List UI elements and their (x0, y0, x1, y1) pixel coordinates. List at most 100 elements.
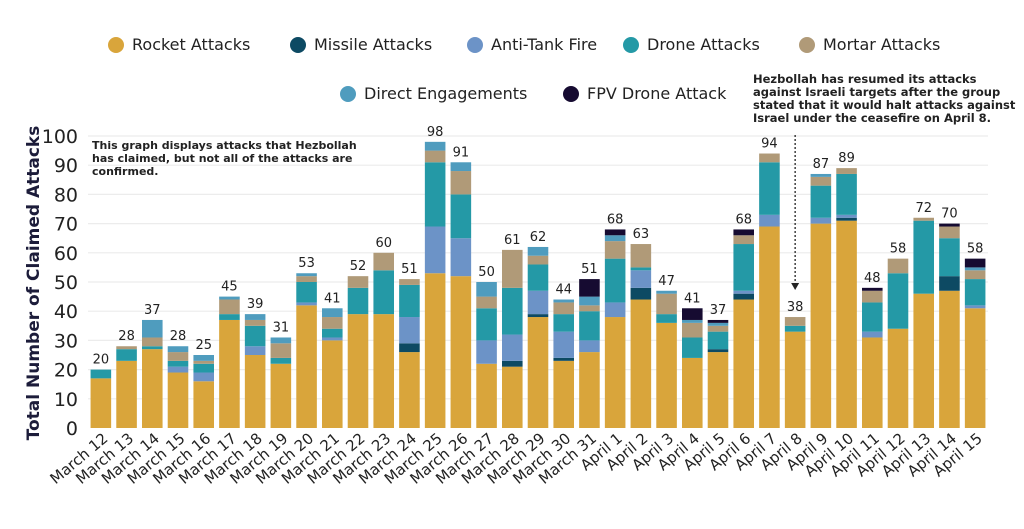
bar-segment-anti-tank-fire (862, 331, 883, 338)
total-label: 60 (375, 236, 392, 251)
bar-segment-anti-tank-fire (553, 331, 574, 358)
bar-stack (270, 337, 292, 428)
legend-fpv-drone-attack: FPV Drone Attack (563, 84, 726, 103)
bar-segment-mortar-attacks (527, 255, 549, 265)
bar-segment-mortar-attacks (759, 153, 780, 163)
total-label: 28 (118, 329, 135, 344)
bar-segment-mortar-attacks (887, 258, 909, 274)
bar-stack (862, 287, 883, 428)
bar-segment-drone-attacks (90, 369, 112, 379)
note-line: Israel under the ceasefire on April 8. (753, 111, 992, 125)
bar-segment-drone-attacks (142, 346, 163, 350)
note-line: against Israeli targets after the group (753, 85, 1001, 99)
bar-stack (193, 355, 214, 428)
bar-segment-direct-engagements (964, 267, 986, 271)
bar-segment-rocket-attacks (630, 299, 652, 428)
bar-stack (682, 308, 703, 428)
bar-segment-drone-attacks (270, 357, 292, 364)
bar-segment-anti-tank-fire (167, 366, 189, 373)
total-label: 98 (427, 125, 444, 140)
legend-rocket-attacks: Rocket Attacks (108, 35, 250, 54)
bar-segment-mortar-attacks (142, 337, 163, 347)
total-labels: 20 28 37 28 25 45 39 31 53 41 52 60 51 98 91 50 61 62 44 51… (93, 125, 984, 368)
bar-segment-rocket-attacks (733, 299, 754, 428)
legend-label: FPV Drone Attack (587, 84, 727, 103)
total-label: 44 (555, 283, 572, 298)
y-tick-label: 50 (54, 272, 78, 294)
total-label: 31 (273, 320, 290, 335)
bar-segment-drone-attacks (810, 185, 832, 218)
bar-stack (167, 346, 189, 428)
bar-segment-rocket-attacks (502, 366, 523, 428)
legend-swatch-mortar (799, 36, 815, 53)
bar-segment-direct-engagements (810, 173, 832, 177)
legend-mortar-attacks: Mortar Attacks (799, 35, 940, 54)
bar-segment-anti-tank-fire (733, 290, 754, 294)
bar-segment-drone-attacks (887, 273, 909, 329)
bar-segment-drone-attacks (707, 331, 729, 350)
bar-segment-anti-tank-fire (502, 334, 523, 361)
bar-segment-mortar-attacks (707, 325, 729, 332)
total-label: 52 (350, 259, 367, 274)
bar-stack (502, 249, 523, 428)
bar-segment-drone-attacks (424, 162, 446, 227)
bar-segment-mortar-attacks (502, 249, 523, 288)
bar-segment-drone-attacks (733, 244, 754, 291)
bar-segment-rocket-attacks (450, 276, 472, 428)
total-label: 58 (890, 242, 907, 257)
legend-missile-attacks: Missile Attacks (290, 35, 432, 54)
bar-segment-direct-engagements (553, 299, 574, 303)
bar-stack (347, 276, 369, 428)
bar-segment-anti-tank-fire (322, 337, 343, 341)
y-tick-label: 80 (54, 184, 78, 206)
bar-segment-mortar-attacks (450, 171, 472, 195)
bar-segment-drone-attacks (784, 325, 806, 332)
bar-segment-drone-attacks (219, 314, 240, 320)
total-label: 37 (144, 303, 161, 318)
bar-segment-anti-tank-fire (810, 217, 832, 224)
bar-segment-mortar-attacks (476, 296, 497, 309)
bar-segment-rocket-attacks (527, 317, 549, 428)
ceasefire-arrow (791, 135, 800, 290)
total-label: 63 (633, 227, 650, 242)
legend-swatch-rocket (108, 36, 124, 53)
bar-segment-drone-attacks (347, 287, 369, 315)
bar-segment-mortar-attacks (244, 319, 266, 326)
bar-segment-mortar-attacks (784, 317, 806, 326)
bar-segment-mortar-attacks (810, 176, 832, 186)
bar-segment-rocket-attacks (296, 305, 317, 428)
bar-segment-rocket-attacks (579, 352, 600, 428)
bar-stack (90, 369, 112, 428)
total-label: 47 (658, 274, 675, 289)
note-line: This graph displays attacks that Hezboll… (92, 139, 357, 152)
bar-segment-rocket-attacks (656, 322, 677, 428)
bar-segment-fpv-drone-attack (939, 223, 960, 227)
bar-segment-mortar-attacks (579, 305, 600, 312)
bar-segment-mortar-attacks (964, 270, 986, 280)
bar-segment-direct-engagements (322, 308, 343, 318)
y-tick-label: 30 (54, 330, 78, 352)
bar-stack (142, 319, 163, 428)
bar-stack (784, 317, 806, 428)
bar-segment-missile-attacks (502, 360, 523, 367)
bar-segment-mortar-attacks (862, 290, 883, 303)
bar-segment-rocket-attacks (219, 319, 240, 428)
total-label: 25 (195, 338, 212, 353)
bar-segment-anti-tank-fire (193, 372, 214, 382)
y-tick-label: 100 (42, 126, 78, 148)
bar-stack (913, 217, 934, 428)
bar-stack (553, 299, 574, 428)
legend-swatch-missile (290, 36, 306, 53)
bar-stack (707, 319, 729, 428)
bar-segment-mortar-attacks (347, 276, 369, 288)
bar-segment-anti-tank-fire (244, 346, 266, 355)
bar-segment-anti-tank-fire (296, 302, 317, 306)
bar-segment-direct-engagements (450, 162, 472, 172)
bar-segment-fpv-drone-attack (862, 287, 883, 291)
total-label: 87 (813, 157, 830, 172)
total-label: 41 (684, 291, 701, 306)
bar-segment-drone-attacks (476, 308, 497, 341)
bar-segment-mortar-attacks (733, 235, 754, 245)
bar-stack (964, 258, 986, 428)
bar-segment-rocket-attacks (964, 308, 986, 428)
